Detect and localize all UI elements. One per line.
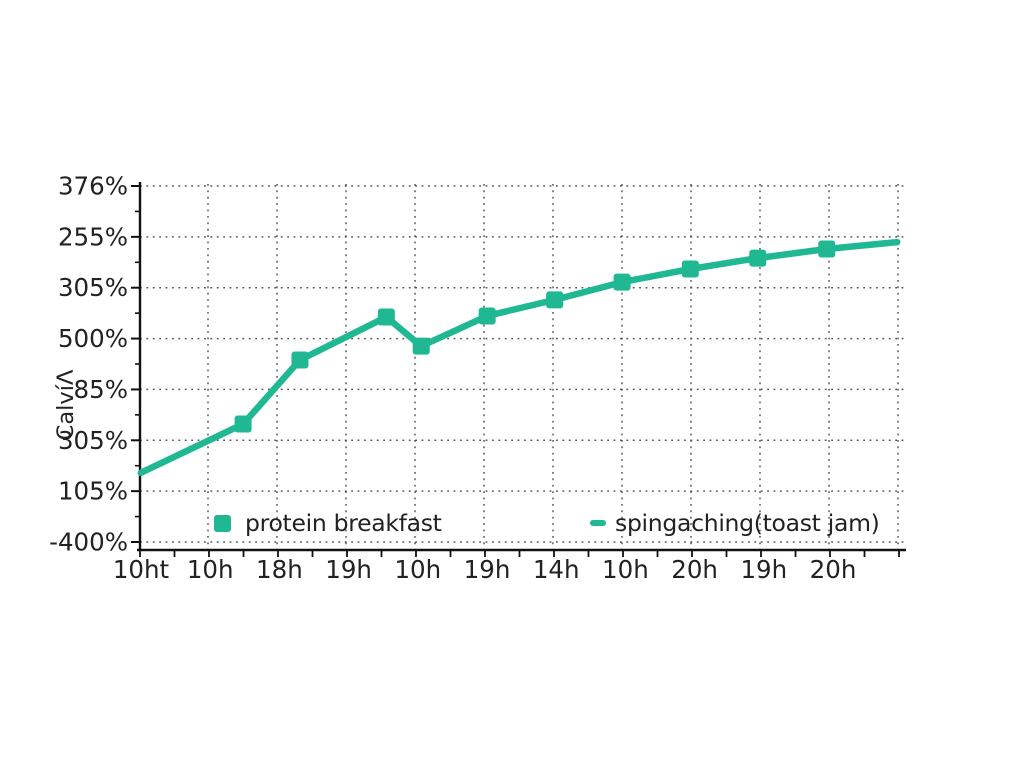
- x-tick-label: 10h: [602, 555, 649, 584]
- legend-square-marker-icon: [214, 514, 231, 532]
- series-marker: [613, 273, 631, 291]
- series-marker: [546, 291, 564, 309]
- series-marker: [818, 240, 836, 258]
- x-tick-label: 20h: [810, 555, 857, 584]
- series-line: [137, 238, 901, 477]
- x-tick-label: 20h: [671, 555, 718, 584]
- x-tick-label: 19h: [464, 555, 511, 584]
- y-tick-label: -400%: [49, 528, 128, 557]
- x-tick-label: 10h: [187, 555, 234, 584]
- legend-label: protein breakfast: [245, 509, 442, 537]
- y-tick-label: 305%: [58, 273, 128, 302]
- x-tick-label: 19h: [325, 555, 372, 584]
- legend-dash-marker-icon: [590, 520, 606, 526]
- x-tick-label: 10h: [394, 555, 441, 584]
- series-marker: [377, 308, 395, 326]
- y-tick-label: 376%: [58, 172, 128, 201]
- series-marker: [412, 337, 430, 355]
- y-tick-label: 105%: [58, 477, 128, 506]
- y-axis-title: CalvíΛ: [53, 369, 79, 440]
- x-tick-label: 14h: [533, 555, 580, 584]
- series-marker: [749, 249, 767, 267]
- y-tick-label: 255%: [58, 222, 128, 251]
- y-tick-label: 305%: [58, 426, 128, 455]
- y-tick-label: 85%: [74, 375, 128, 404]
- series-marker: [291, 351, 309, 369]
- legend-label: spingaching(toast jam): [615, 509, 880, 537]
- y-tick-label: 500%: [58, 324, 128, 353]
- legend-item-protein-breakfast: protein breakfast: [214, 506, 442, 540]
- x-tick-label: 18h: [256, 555, 303, 584]
- series-marker: [234, 415, 252, 433]
- x-tick-label: 10ht: [113, 555, 170, 584]
- series-marker: [478, 307, 496, 325]
- series-marker: [681, 260, 699, 278]
- legend-item-spingaching-toast-jam: spingaching(toast jam): [590, 506, 880, 540]
- x-tick-label: 19h: [740, 555, 787, 584]
